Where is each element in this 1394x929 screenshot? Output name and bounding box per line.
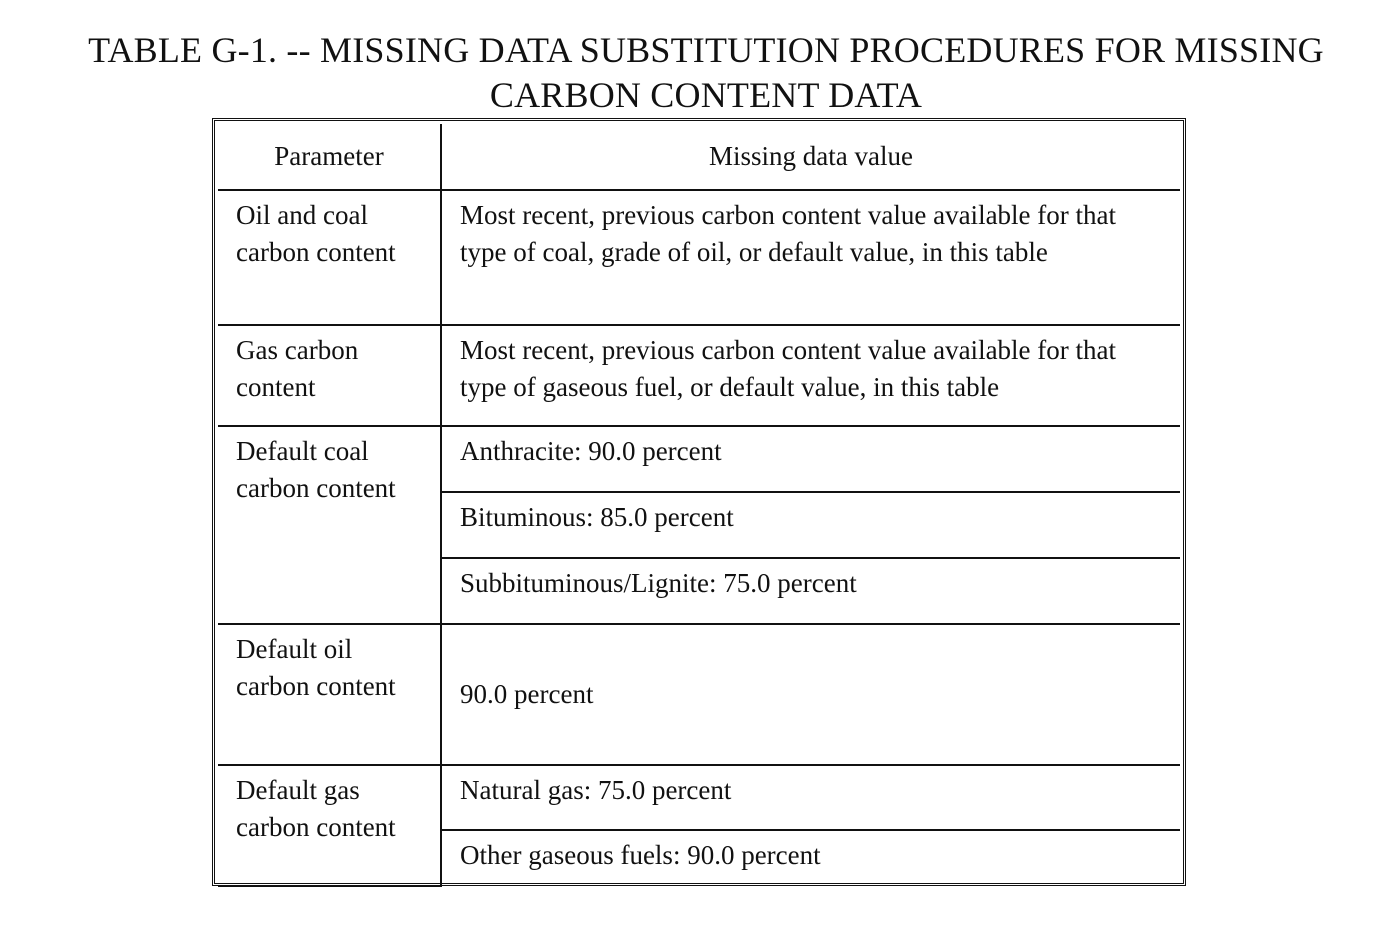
table-row: Bituminous: 85.0 percent <box>218 491 1180 559</box>
table-row: Oil and coal carbon content Most recent,… <box>218 189 1180 326</box>
header-missing-data-value: Missing data value <box>440 124 1180 191</box>
row-value-bituminous: Bituminous: 85.0 percent <box>441 491 1180 559</box>
table-header-row: Parameter Missing data value <box>218 124 1180 191</box>
row-value-oil-coal: Most recent, previous carbon content val… <box>440 189 1180 326</box>
table-row: Default oil carbon content 90.0 percent <box>218 623 1180 766</box>
row-value-default-oil: 90.0 percent <box>440 623 1180 766</box>
header-parameter: Parameter <box>218 124 442 191</box>
table-title-line-1: TABLE G-1. -- MISSING DATA SUBSTITUTION … <box>88 30 1324 70</box>
row-value-gas: Most recent, previous carbon content val… <box>440 324 1180 427</box>
table-row: Other gaseous fuels: 90.0 percent <box>218 829 1180 886</box>
table-title: TABLE G-1. -- MISSING DATA SUBSTITUTION … <box>0 28 1394 118</box>
row-parameter-default-gas: Default gas carbon content <box>218 764 442 887</box>
substitution-table: Parameter Missing data value Oil and coa… <box>218 124 1180 887</box>
row-value-other-gaseous-fuels: Other gaseous fuels: 90.0 percent <box>441 829 1180 886</box>
table-row: Default coal carbon content Anthracite: … <box>218 425 1180 625</box>
table-title-line-2: CARBON CONTENT DATA <box>489 75 923 115</box>
row-parameter-gas: Gas carbon content <box>218 324 442 427</box>
table-row: Default gas carbon content Natural gas: … <box>218 764 1180 887</box>
table-row: Subbituminous/Lignite: 75.0 percent <box>218 557 1180 625</box>
row-value-subbituminous-lignite: Subbituminous/Lignite: 75.0 percent <box>441 557 1180 625</box>
row-value-anthracite: Anthracite: 90.0 percent <box>440 425 1180 493</box>
row-parameter-default-coal: Default coal carbon content <box>218 425 442 625</box>
row-value-natural-gas: Natural gas: 75.0 percent <box>440 764 1180 831</box>
row-parameter-default-oil: Default oil carbon content <box>218 623 442 766</box>
row-parameter-oil-coal: Oil and coal carbon content <box>218 189 442 326</box>
substitution-table-frame: Parameter Missing data value Oil and coa… <box>212 118 1186 887</box>
table-row: Gas carbon content Most recent, previous… <box>218 324 1180 427</box>
